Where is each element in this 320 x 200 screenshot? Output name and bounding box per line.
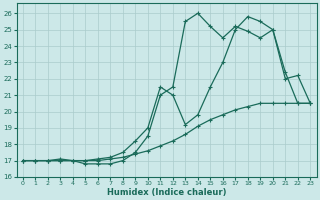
X-axis label: Humidex (Indice chaleur): Humidex (Indice chaleur): [107, 188, 226, 197]
